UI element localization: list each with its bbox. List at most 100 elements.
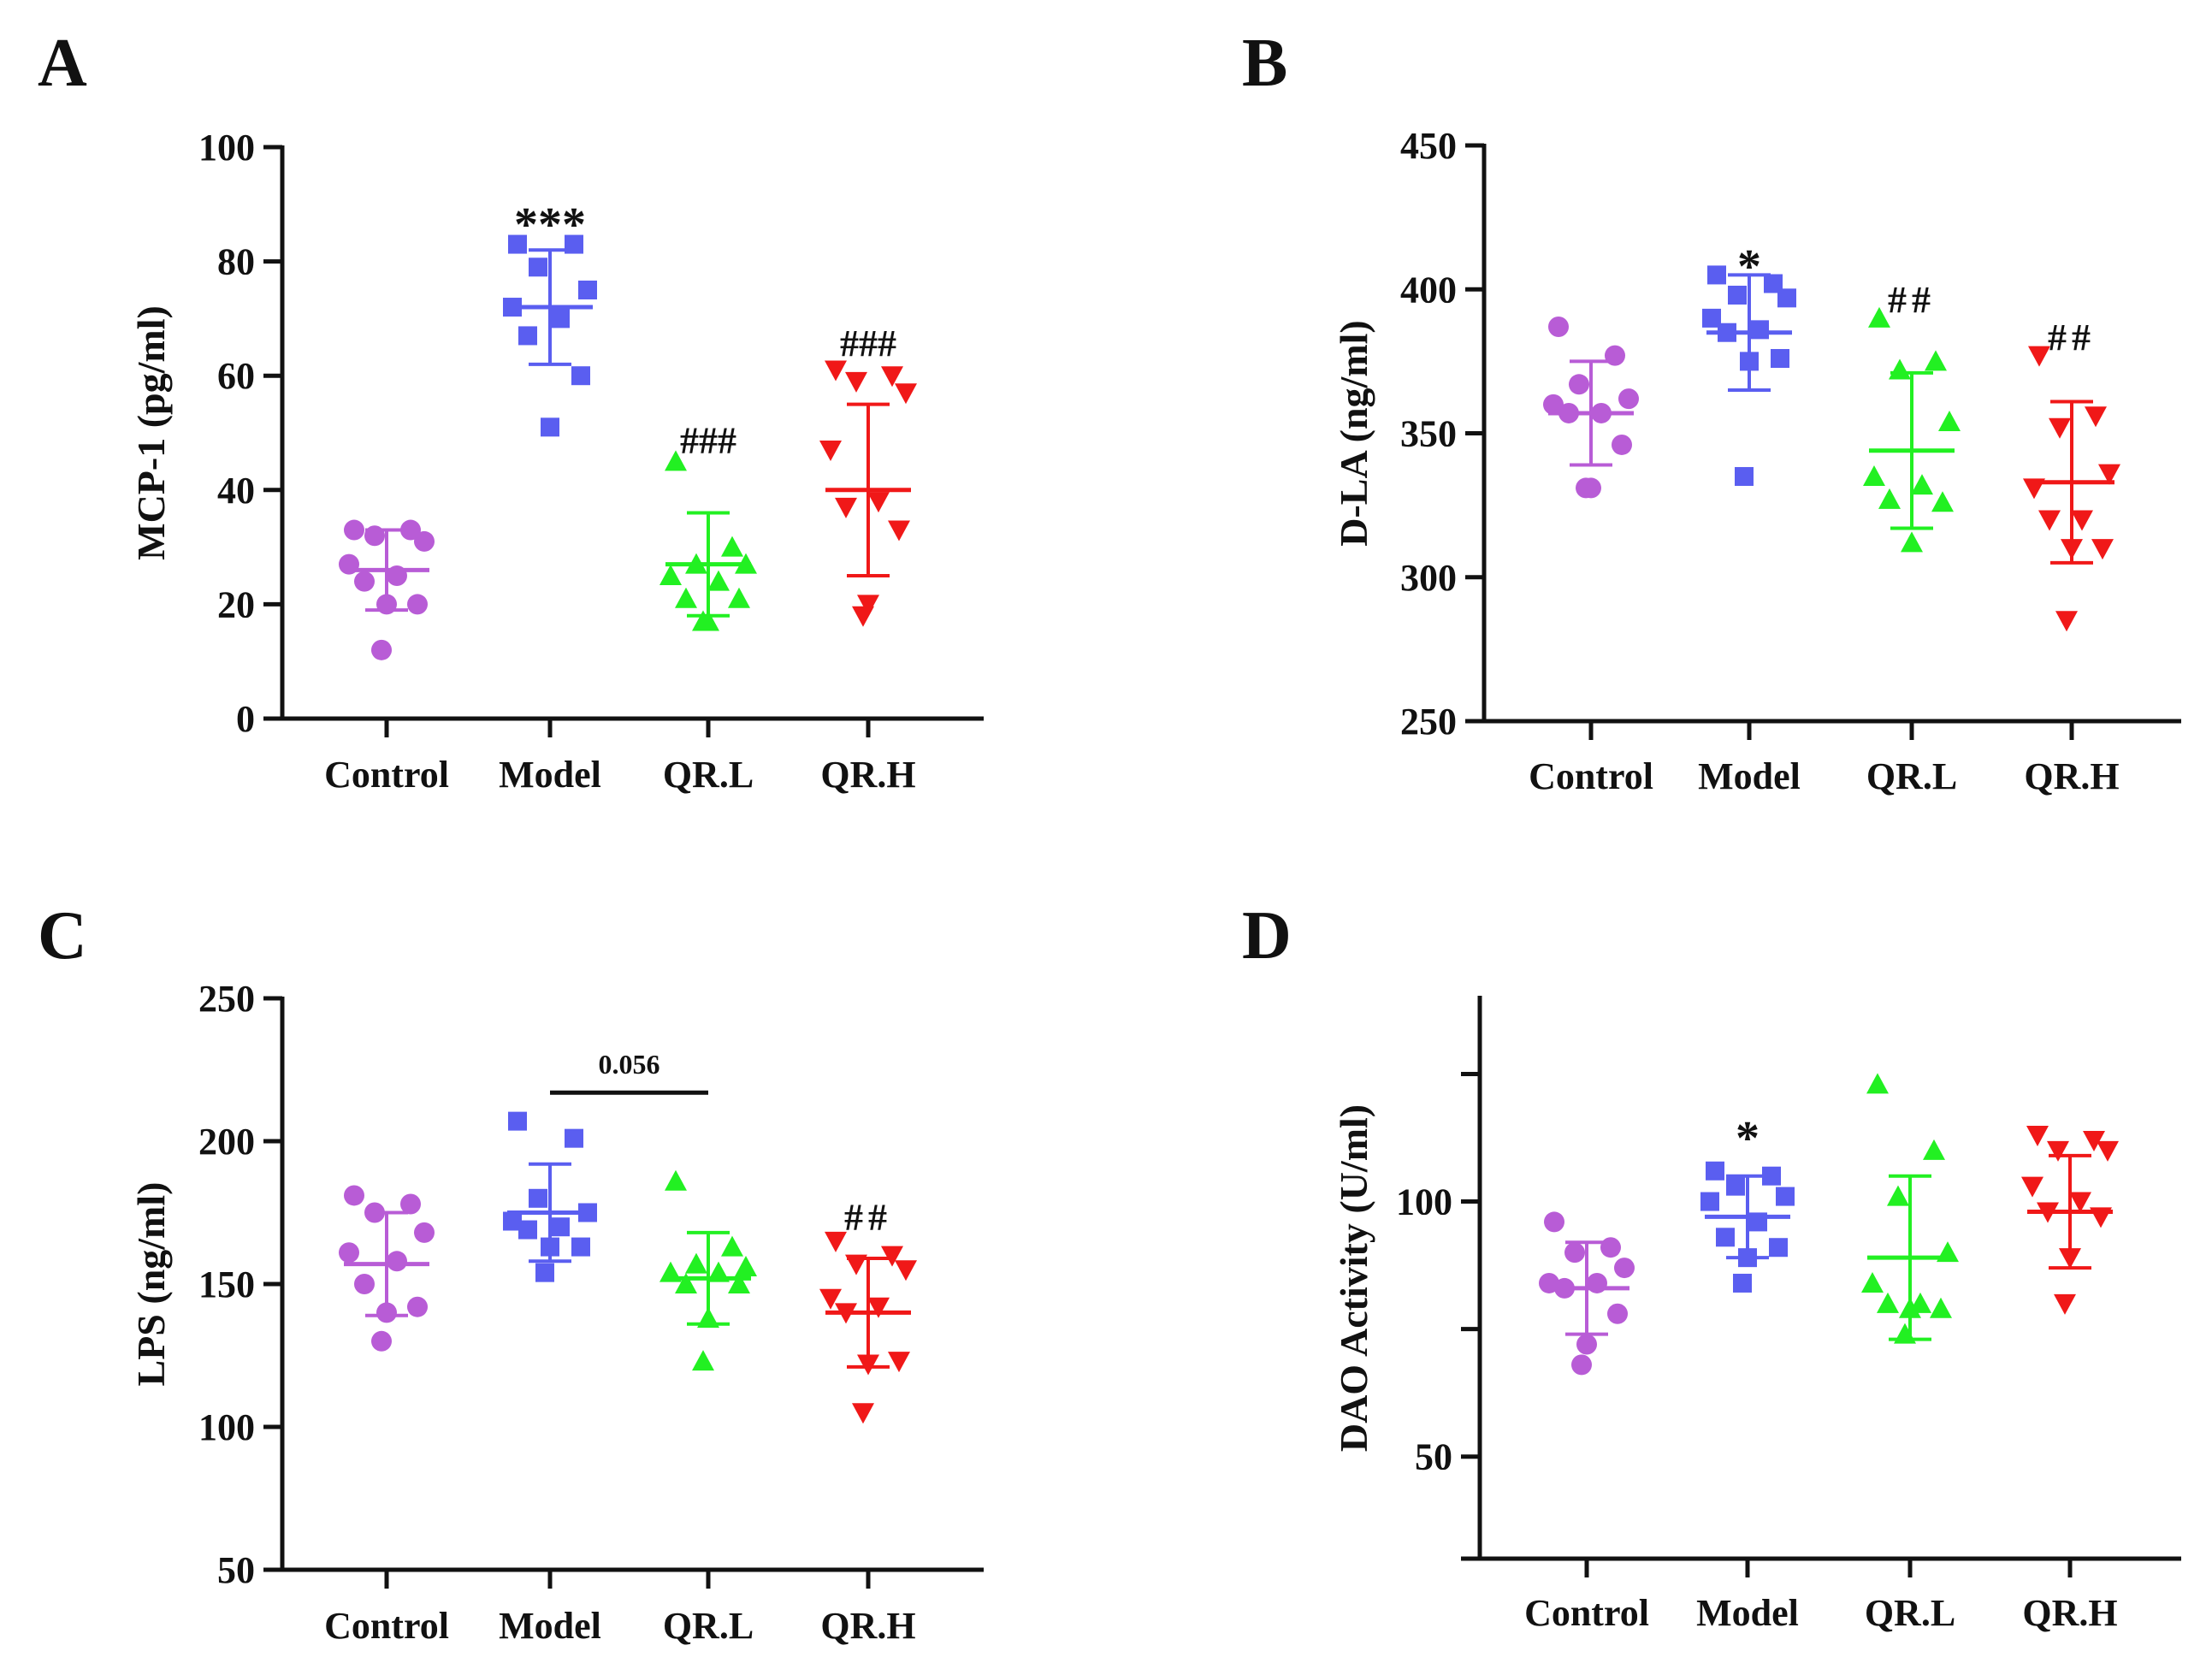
series-qr-h (2023, 346, 2120, 632)
panel-D: D 50 100 DAO Activity (U/ml) Control Model QR.… (1242, 898, 2181, 1634)
x-tick-label: Control (1524, 1592, 1649, 1634)
y-tick-label: 0 (236, 698, 255, 740)
panel-letter: B (1242, 26, 1287, 101)
series-qr-h (2021, 1126, 2119, 1315)
x-tick-label: QR.L (663, 754, 754, 796)
data-point (1777, 288, 1796, 308)
data-point (665, 1169, 687, 1191)
y-axis-label: DAO Activity (U/ml) (1332, 1104, 1375, 1452)
data-point (371, 1330, 392, 1352)
y-tick-label: 150 (198, 1264, 255, 1305)
x-tick-label: QR.L (1865, 1592, 1955, 1634)
x-tick-label: QR.H (2024, 755, 2119, 797)
panel-letter: C (38, 898, 87, 974)
data-point (1614, 1258, 1635, 1279)
series-qr-l (1861, 1073, 1959, 1344)
panel-B: B 250 300 350 400 450 D-LA (ng/ml) Control Model… (1242, 26, 2181, 797)
data-point (1544, 1211, 1564, 1233)
panel-C: C 50 100 150 200 250 LPS (ng/ml) Control Model QR… (38, 898, 984, 1647)
data-point (1716, 1228, 1735, 1247)
data-point (2026, 1126, 2049, 1147)
y-tick-label: 60 (217, 355, 255, 397)
data-point (1889, 358, 1911, 380)
series-model (1702, 265, 1796, 486)
data-point (728, 587, 750, 608)
y-tick-label: 100 (198, 127, 255, 169)
y-tick-label: 100 (198, 1406, 255, 1448)
data-point (2055, 611, 2078, 632)
data-point (1861, 1271, 1884, 1293)
data-point (888, 1352, 910, 1373)
data-point (2069, 1192, 2091, 1213)
data-point (541, 417, 559, 437)
data-point (1866, 1073, 1889, 1094)
data-point (1618, 388, 1639, 410)
data-point (659, 565, 682, 585)
y-tick-label: 200 (198, 1121, 255, 1163)
data-point (407, 1296, 428, 1317)
series-control (1539, 1211, 1635, 1376)
series-control (1543, 316, 1639, 499)
data-point (721, 536, 743, 557)
data-point (407, 594, 428, 615)
data-point (735, 1255, 757, 1276)
series-qr-h (819, 1231, 917, 1424)
data-point (354, 571, 375, 592)
data-point (1702, 308, 1721, 328)
data-point (1868, 306, 1890, 328)
data-point (895, 383, 917, 405)
data-point (529, 1188, 547, 1208)
significance-marker: * (1737, 240, 1761, 293)
x-tick-label: QR.H (820, 754, 915, 796)
y-tick-label: 20 (217, 583, 255, 625)
y-tick-label: 40 (217, 470, 255, 512)
data-point (1878, 488, 1901, 509)
data-point (2047, 1140, 2069, 1162)
data-point (503, 1211, 522, 1231)
data-point (1733, 1273, 1752, 1293)
data-point (387, 1251, 407, 1272)
data-point (675, 1273, 697, 1293)
data-point (2021, 1176, 2043, 1198)
data-point (565, 1128, 583, 1148)
data-point (344, 1185, 364, 1206)
series-control (339, 519, 435, 660)
x-tick-label: Control (324, 754, 449, 796)
data-point (1571, 1354, 1592, 1376)
panel-A: A 0 20 40 60 80 100 MCP-1 (pg/ml) Control Model QR… (38, 26, 984, 796)
data-point (707, 570, 730, 591)
data-point (508, 1111, 527, 1131)
series-qr-l (659, 450, 757, 631)
data-point (2038, 510, 2061, 531)
data-point (1569, 374, 1589, 395)
data-point (354, 1274, 375, 1294)
data-point (344, 519, 364, 541)
data-point (2097, 1140, 2119, 1162)
data-point (1726, 1176, 1745, 1196)
data-point (1548, 316, 1569, 337)
data-point (1863, 465, 1885, 486)
significance-marker: * (1736, 1112, 1760, 1165)
x-tick-label: QR.L (663, 1605, 754, 1647)
data-point (535, 1263, 554, 1282)
data-point (1764, 274, 1783, 293)
p-value-label: 0.056 (599, 1049, 660, 1080)
data-point (571, 1237, 590, 1257)
data-point (1776, 1187, 1795, 1206)
data-point (895, 1260, 917, 1281)
y-axis-label: D-LA (ng/ml) (1332, 320, 1375, 547)
data-point (888, 520, 910, 542)
data-point (400, 519, 421, 541)
data-point (1887, 1185, 1909, 1206)
series-control (339, 1185, 435, 1352)
series-model (503, 234, 597, 437)
data-point (1925, 350, 1947, 371)
series-qr-h (819, 360, 917, 627)
panel-letter: D (1242, 898, 1292, 974)
x-tick-label: Model (499, 754, 601, 796)
data-point (551, 1217, 570, 1237)
data-point (400, 1193, 421, 1215)
data-point (1576, 1334, 1597, 1355)
data-point (1735, 466, 1754, 486)
